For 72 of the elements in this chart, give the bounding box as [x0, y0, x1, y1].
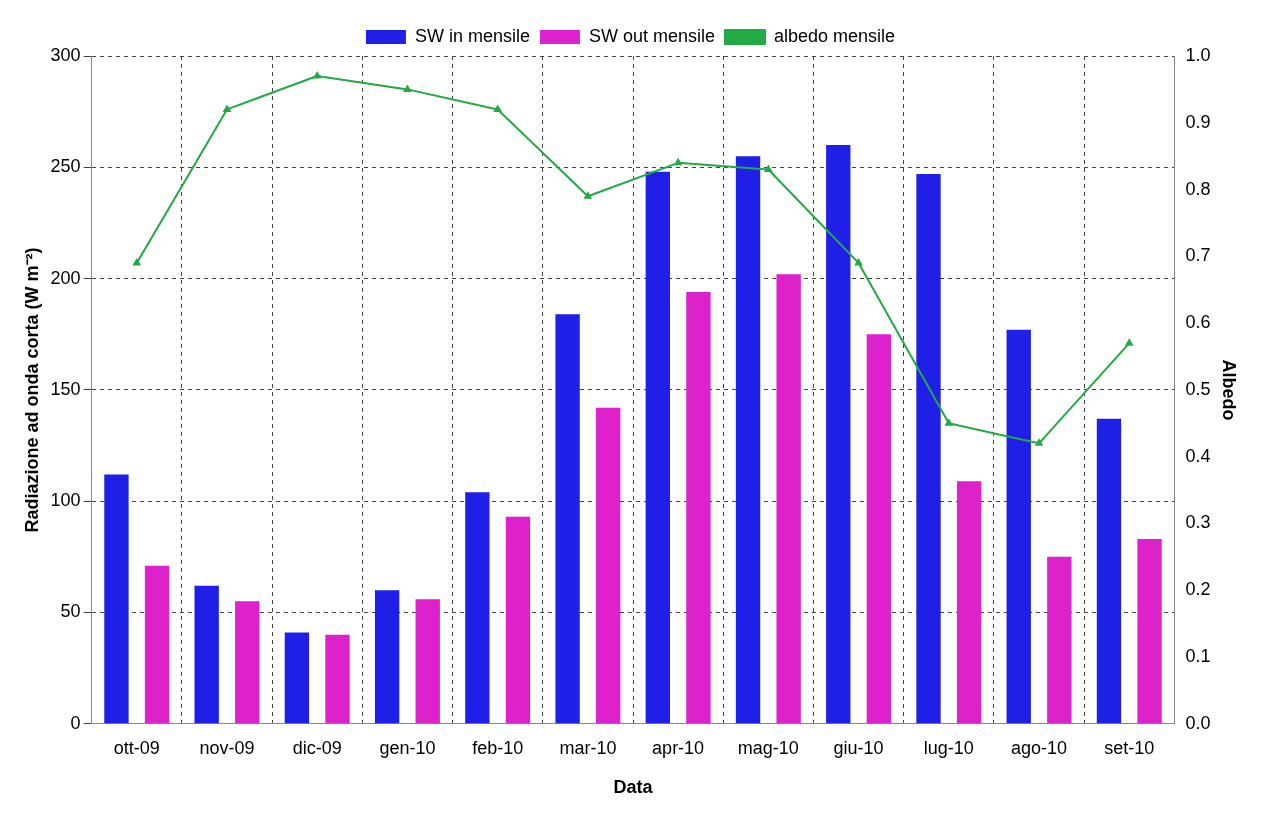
point	[1035, 439, 1043, 446]
point	[403, 85, 412, 92]
point	[854, 259, 863, 266]
y2-tick-label: 0.3	[1185, 512, 1211, 533]
bar	[735, 156, 761, 724]
point	[584, 192, 592, 199]
point	[313, 72, 321, 79]
y2-axis-title: Albedo	[1219, 359, 1240, 421]
y2-tick-label: 0.1	[1185, 645, 1211, 666]
bar	[465, 492, 490, 724]
bar	[194, 585, 219, 724]
legend-label: SW out mensile	[588, 25, 715, 46]
point	[945, 419, 953, 426]
y-tick-label: 300	[50, 44, 81, 65]
y2-tick-label: 0.0	[1185, 712, 1211, 733]
point	[494, 105, 502, 112]
y2-tick-label: 0.9	[1185, 111, 1211, 132]
bar	[104, 474, 129, 724]
bar	[596, 407, 621, 724]
bar	[235, 601, 260, 724]
y2-tick-label: 0.8	[1185, 178, 1211, 199]
x-tick-label: set-10	[1104, 737, 1155, 758]
y-tick-label: 0	[70, 712, 81, 733]
bar	[1047, 556, 1072, 724]
point	[764, 165, 772, 173]
bar	[415, 599, 440, 724]
x-tick-label: dic-09	[292, 737, 342, 758]
bar	[144, 565, 170, 724]
x-tick-label: gen-10	[379, 737, 436, 758]
y2-tick-label: 1.0	[1185, 44, 1211, 65]
bar	[686, 291, 711, 724]
point	[133, 259, 141, 266]
point	[223, 105, 231, 112]
bar	[866, 334, 892, 724]
x-tick-label: feb-10	[472, 737, 524, 758]
bar	[645, 171, 670, 724]
bar	[325, 634, 350, 724]
bar	[956, 481, 982, 724]
y-tick-label: 200	[50, 267, 81, 288]
x-tick-label: apr-10	[652, 737, 705, 758]
bar	[1096, 418, 1122, 724]
bar	[1006, 329, 1031, 724]
bar	[505, 516, 531, 724]
x-tick-label: mar-10	[559, 737, 617, 758]
x-tick-label: ago-10	[1011, 737, 1068, 758]
legend-label: SW in mensile	[414, 25, 530, 46]
bar	[374, 590, 400, 724]
y-tick-label: 100	[50, 490, 81, 511]
y2-tick-label: 0.6	[1185, 312, 1211, 333]
point	[674, 158, 682, 166]
y-tick-label: 50	[60, 601, 81, 622]
y-tick-label: 150	[50, 378, 81, 399]
x-tick-label: ott-09	[113, 737, 160, 758]
legend-label: albedo mensile	[774, 25, 896, 46]
y-axis-title: Radiazione ad onda corta (W m⁻²)	[21, 247, 42, 533]
x-tick-label: mag-10	[737, 737, 799, 758]
x-axis-title: Data	[613, 777, 654, 798]
bar	[776, 274, 801, 724]
y2-tick-label: 0.5	[1185, 378, 1211, 399]
x-tick-label: giu-10	[833, 737, 884, 758]
bar	[826, 145, 851, 724]
point	[1125, 339, 1133, 346]
bar	[284, 632, 310, 724]
y2-tick-label: 0.4	[1185, 445, 1211, 466]
y2-tick-label: 0.7	[1185, 245, 1211, 266]
y2-tick-label: 0.2	[1185, 579, 1211, 600]
bar	[1137, 539, 1162, 724]
bar	[916, 173, 941, 724]
bar	[555, 314, 580, 724]
x-tick-label: lug-10	[923, 737, 974, 758]
y-tick-label: 250	[50, 156, 81, 177]
x-tick-label: nov-09	[199, 737, 255, 758]
